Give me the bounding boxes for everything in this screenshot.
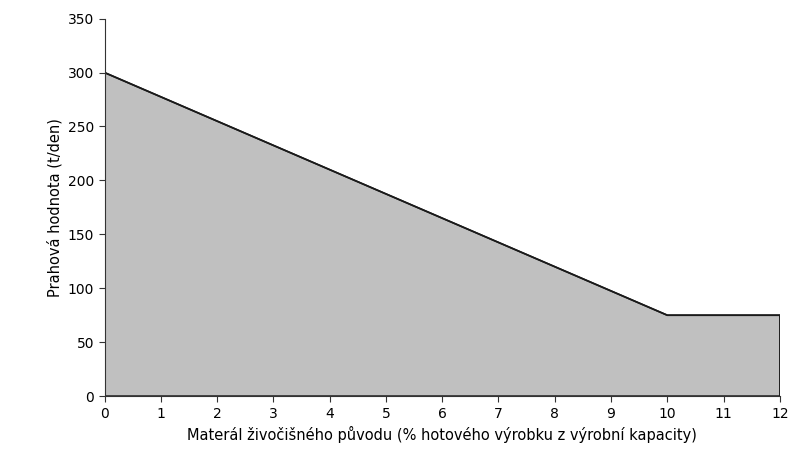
Y-axis label: Prahová hodnota (t/den): Prahová hodnota (t/den): [47, 118, 62, 297]
X-axis label: Materál živočišného původu (% hotového výrobku z výrobní kapacity): Materál živočišného původu (% hotového v…: [187, 426, 696, 443]
Polygon shape: [104, 73, 779, 396]
